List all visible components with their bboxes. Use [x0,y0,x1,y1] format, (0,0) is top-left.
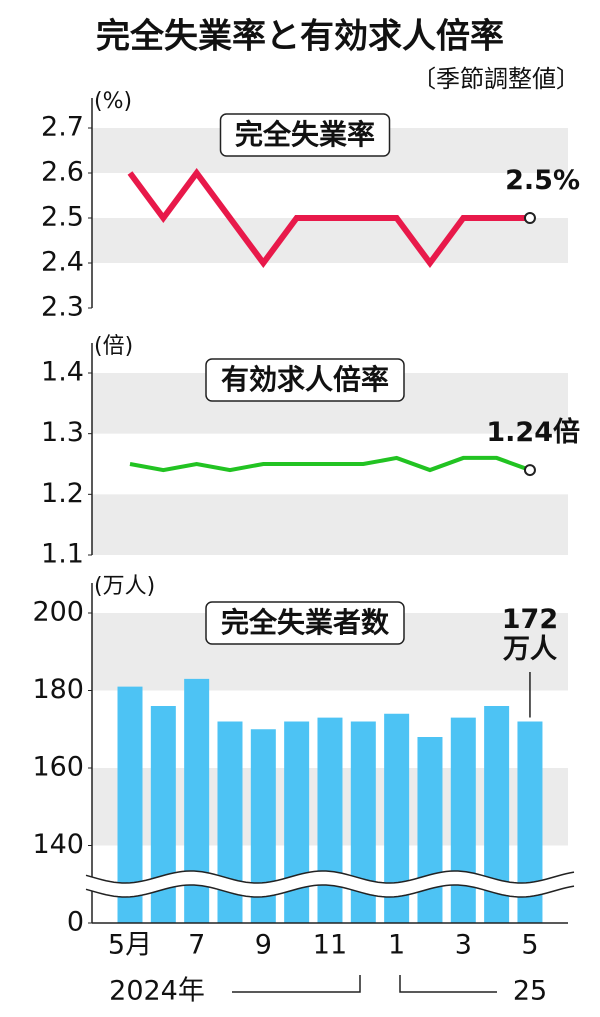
y-tick-label: 2.4 [41,247,84,278]
x-tick-label: 1 [388,930,405,961]
y-axis-label: (%) [94,89,132,114]
x-tick-label: 3 [455,930,472,961]
y-tick-label: 140 [32,829,84,860]
end-marker [523,464,536,477]
value-label: 2.5% [505,165,580,196]
y-tick-label: 2.7 [41,112,84,143]
y-tick-label: 0 [67,907,84,938]
y-tick-label: 1.3 [41,417,84,448]
panel-title: 完全失業率 [235,118,375,151]
y-tick-label: 2.5 [41,202,84,233]
y-tick-label: 160 [32,752,84,783]
x-tick-label: 7 [188,930,205,961]
y-axis-label: (倍) [94,334,133,359]
y-tick-label: 200 [32,597,84,628]
bar [417,737,443,923]
axis-break-line [85,884,575,898]
x-tick-label: 5月 [108,930,152,961]
y-tick-label: 1.1 [41,539,84,570]
panel-title-box [219,113,391,157]
value-label: 1.24倍 [486,417,580,449]
group-line [399,975,497,993]
axis-break [86,871,574,897]
chart-title: 完全失業率と有効求人倍率 [96,17,504,57]
band [92,218,568,263]
line [129,455,531,473]
group-line [232,975,361,993]
y-axis-label: (万人) [94,574,155,599]
bar [450,717,476,923]
y-tick-label: 180 [32,674,84,705]
end-marker [523,212,536,224]
x-group-label: 25 [513,976,547,1007]
x-tick-label: 9 [255,930,272,961]
subtitle: 〔季節調整値〕 [412,65,580,93]
x-tick-label: 5 [521,930,538,961]
band [92,494,568,555]
panel-title: 完全失業者数 [221,606,390,639]
y-tick-label: 1.2 [41,478,84,509]
value-label: 172 万人 [501,604,559,665]
panel-title: 有効求人倍率 [221,363,389,396]
y-tick-label: 2.3 [41,292,84,323]
x-group-label: 2024年 [109,976,205,1007]
line [127,167,530,269]
y-tick-label: 2.6 [41,157,84,188]
bar [284,721,310,923]
bar [317,717,343,923]
panel-title-box [205,601,405,645]
axis-break-line [85,870,575,884]
x-tick-label: 11 [313,930,347,961]
y-tick-label: 1.4 [41,357,84,388]
panel-title-box [205,358,405,402]
